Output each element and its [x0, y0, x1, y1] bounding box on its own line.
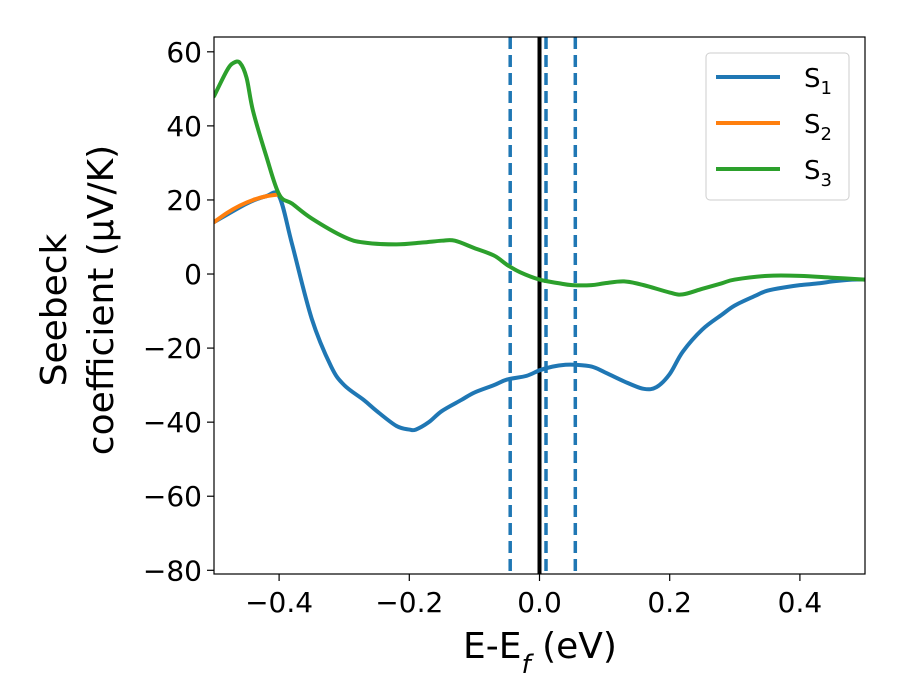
series-line-S2: [214, 192, 282, 225]
x-axis-title-unit: (eV): [531, 626, 617, 667]
x-axis: −0.4 −0.2 0.0 0.2 0.4: [245, 574, 822, 619]
y-tick-label: −80: [143, 554, 202, 587]
y-tick-label: 0: [184, 258, 202, 291]
series-line-S3: [214, 59, 865, 297]
x-axis-title-main: E-E: [463, 626, 521, 667]
x-tick-label: 0.2: [647, 586, 692, 619]
y-axis-title-line2: coefficient (μV/K): [81, 145, 122, 455]
x-tick-label: −0.4: [245, 586, 313, 619]
legend-label-sub: 3: [821, 170, 832, 191]
legend-label-S3: S3: [804, 156, 832, 191]
x-tick-label: 0.0: [517, 586, 562, 619]
y-axis-title: Seebeck coefficient (μV/K): [34, 145, 122, 455]
y-tick-label: −20: [143, 332, 202, 365]
legend-label-S2: S2: [804, 110, 832, 145]
x-tick-label: −0.2: [375, 586, 443, 619]
y-tick-label: 60: [166, 36, 202, 69]
legend-label-sub: 2: [821, 124, 832, 145]
series-layer: [214, 59, 865, 433]
y-tick-label: 20: [166, 184, 202, 217]
legend-label-main: S: [804, 110, 821, 140]
legend-box: [705, 52, 850, 201]
y-tick-label: −60: [143, 480, 202, 513]
y-axis-title-line1: Seebeck: [34, 233, 75, 386]
y-axis: −80 −60 −40 −20 0 20 40 60: [143, 36, 214, 587]
legend-label-sub: 1: [821, 78, 832, 99]
y-tick-label: −40: [143, 406, 202, 439]
legend-label-S1: S1: [804, 64, 832, 99]
series-line-S1: [214, 190, 865, 433]
legend-label-main: S: [804, 64, 821, 94]
legend-label-main: S: [804, 156, 821, 186]
x-tick-label: 0.4: [778, 586, 823, 619]
reference-lines: [508, 37, 578, 574]
y-tick-label: 40: [166, 110, 202, 143]
x-axis-title: E-Ef (eV): [463, 626, 617, 680]
